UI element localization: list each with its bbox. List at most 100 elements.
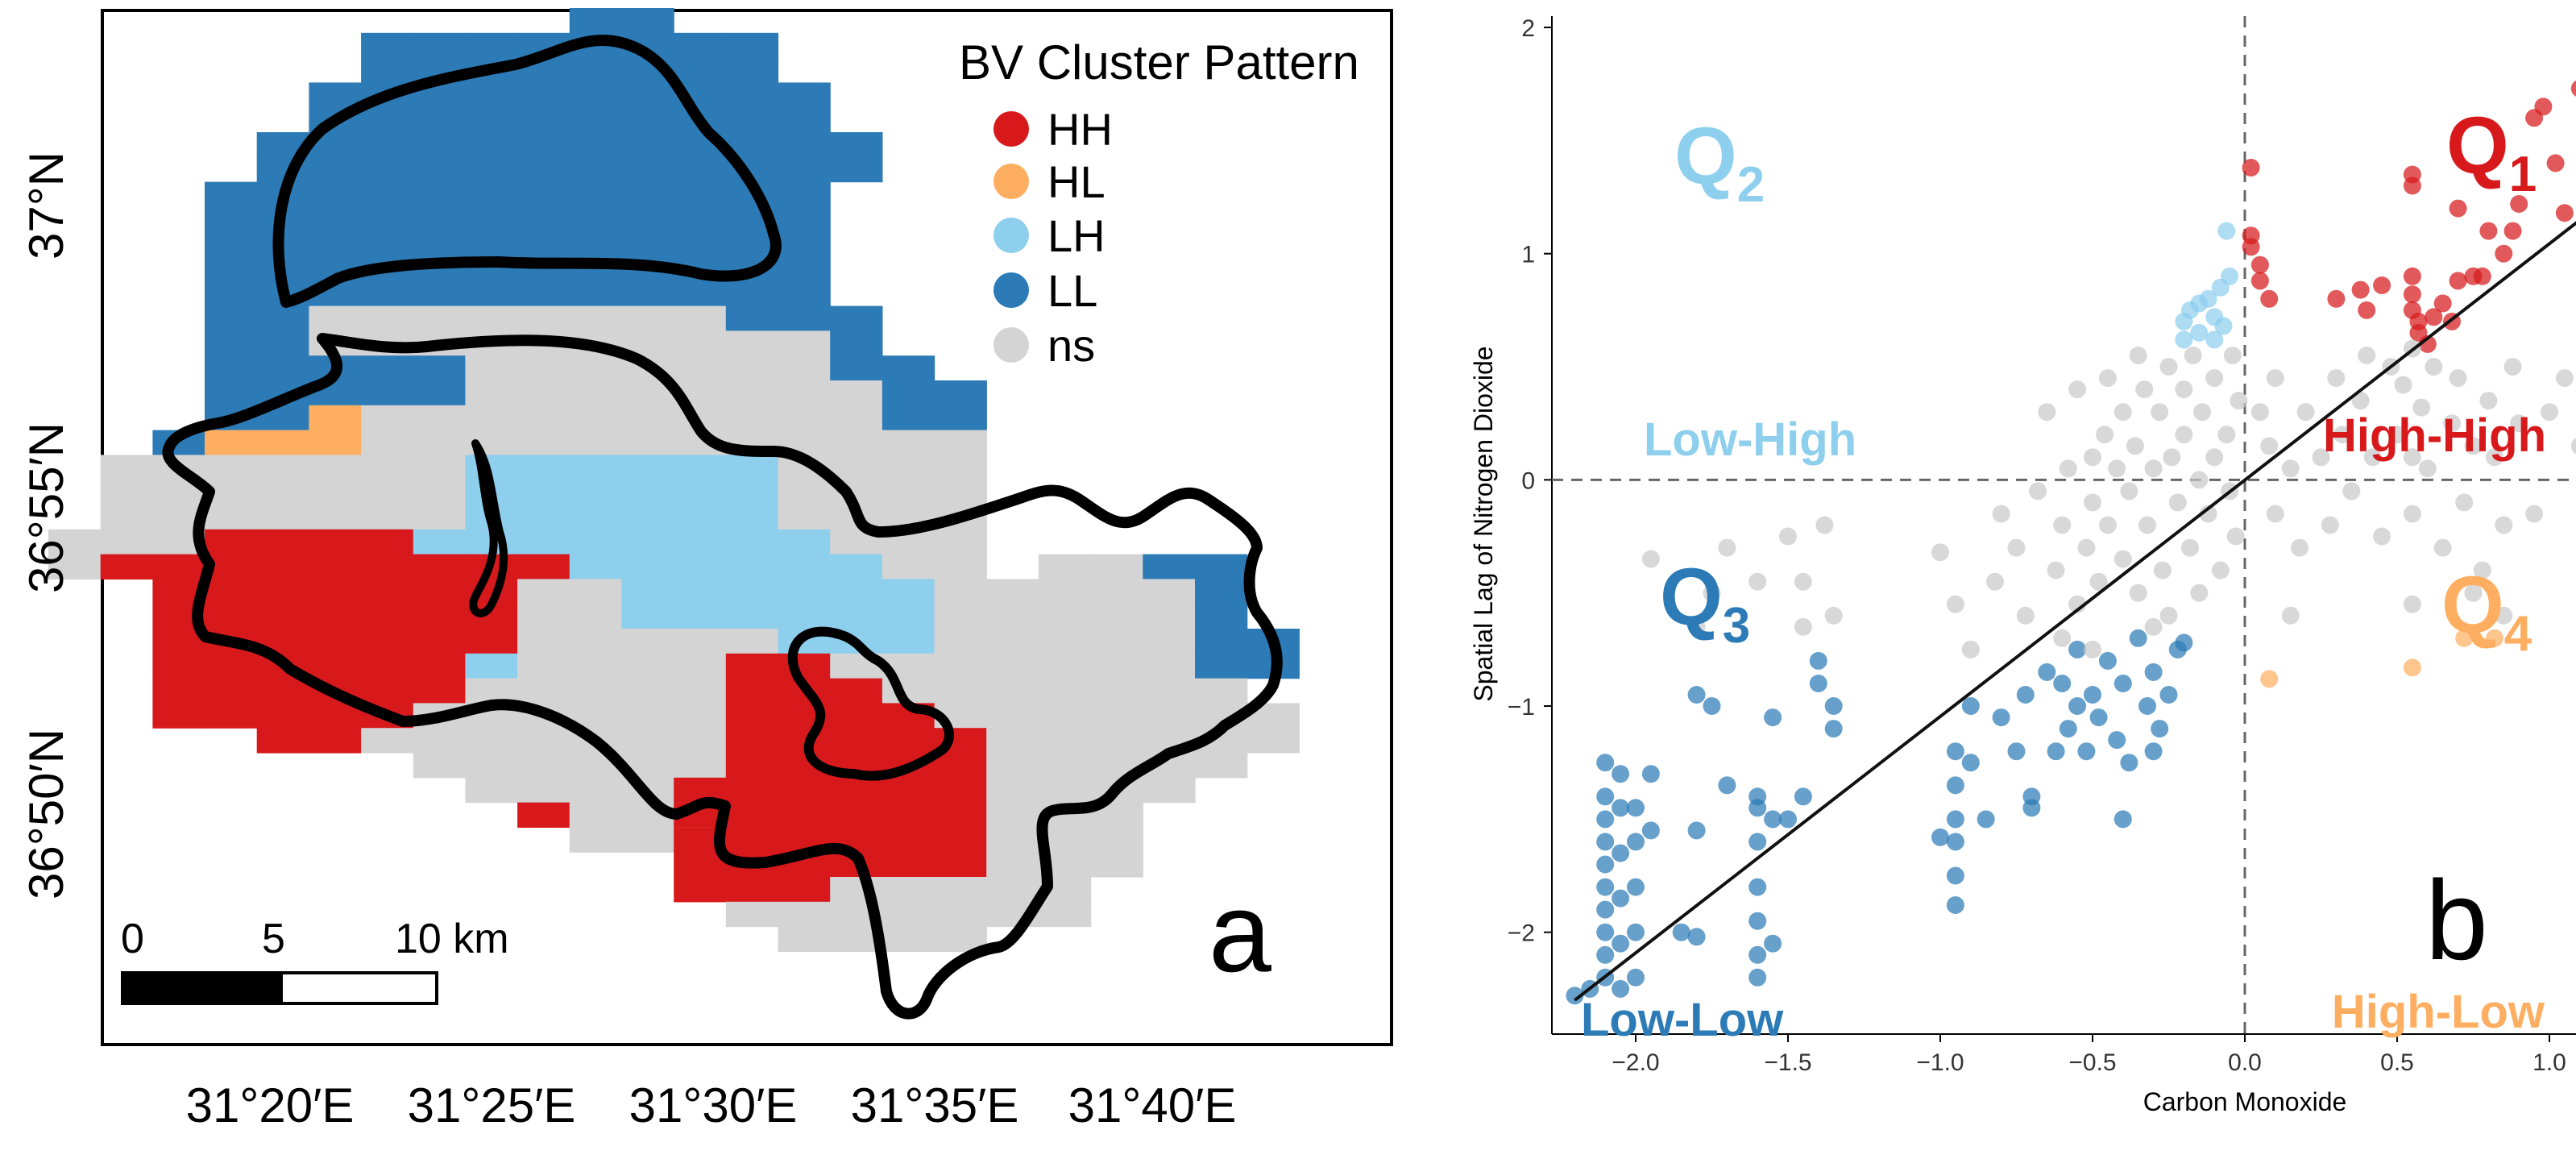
point-ns [2068, 380, 2087, 399]
map-cell-ns [517, 629, 570, 654]
map-cell-ll [517, 181, 570, 207]
point-ns [2007, 538, 2026, 557]
map-cell-ns [517, 604, 570, 629]
point-ll [2144, 663, 2163, 681]
map-cell-hh [256, 529, 309, 555]
map-cell-hh [309, 653, 362, 679]
map-cell-ns [1038, 777, 1092, 804]
point-ll [2007, 742, 2026, 761]
point-ll [1946, 742, 1964, 761]
map-cell-ns [621, 827, 674, 853]
map-cell-ns [674, 355, 727, 381]
point-ll [2059, 720, 2077, 738]
map-cell-ll [830, 330, 883, 356]
point-ns [2260, 437, 2279, 455]
point-ll [2144, 742, 2163, 761]
map-cell-ll [361, 156, 414, 183]
point-hh [2479, 222, 2498, 240]
map-cell-lh [621, 554, 674, 580]
map-cell-ns [361, 480, 414, 505]
map-cell-lh [725, 455, 779, 480]
lake-outline [469, 439, 508, 617]
point-ns [2373, 527, 2391, 546]
legend-title: BV Cluster Pattern [959, 35, 1359, 89]
map-cell-ns [517, 405, 570, 431]
map-cell-hh [830, 678, 883, 704]
map-cell-lh [569, 505, 623, 530]
map-cell-hh [881, 728, 935, 754]
point-ll [1748, 799, 1767, 817]
map-cell-ll [621, 132, 674, 158]
map-cell-ll [569, 132, 623, 158]
point-ll [1961, 697, 1980, 715]
point-ns [2113, 403, 2132, 422]
panel-a-label: a [1209, 869, 1271, 995]
map-cell-ll [778, 206, 831, 232]
map-cell-ll [569, 57, 623, 83]
point-ll [1596, 754, 1615, 772]
map-cell-ll [361, 206, 414, 232]
map-cell-ll [517, 107, 570, 133]
x-tick-label: −1.0 [1916, 1049, 1964, 1076]
map-cell-hh [361, 678, 414, 704]
map-cell-ns [621, 405, 674, 431]
map-cell-lh [830, 554, 883, 580]
y-tick-label: −2 [1508, 920, 1535, 947]
map-cell-lh [778, 529, 831, 555]
map-cell-ns [778, 901, 831, 928]
point-ns [2077, 538, 2096, 557]
x-tick-label: −2.0 [1612, 1049, 1659, 1076]
map-cell-ns [361, 455, 414, 480]
map-cell-ll [361, 107, 414, 133]
point-ll [1946, 896, 1964, 914]
map-cell-hh [152, 554, 205, 580]
legend-label-ns: ns [1047, 320, 1095, 371]
point-hh [2449, 272, 2467, 290]
map-cell-ll [517, 132, 570, 158]
map-cell-ns [881, 480, 935, 505]
map-cell-ns [256, 480, 309, 505]
point-ns [2486, 448, 2503, 467]
q4-label: Q4 [2441, 560, 2532, 662]
map-cell-ns [986, 877, 1039, 903]
point-ll [1596, 900, 1615, 919]
map-cell-hh [725, 678, 779, 704]
map-cell-ll [465, 82, 518, 108]
map-cell-ns [309, 305, 362, 331]
map-cell-ll [517, 156, 570, 183]
study-area-inner-outline [787, 626, 954, 781]
map-cell-hh [309, 529, 362, 555]
map-cell-ns [569, 405, 623, 431]
map-cell-lh [621, 529, 674, 555]
map-cell-ll [569, 181, 623, 207]
map-cell-ll [465, 32, 518, 59]
map-cell-ll [205, 231, 258, 257]
point-ll [2084, 686, 2101, 704]
map-cell-hh [256, 678, 309, 704]
map-cell-ns [830, 380, 883, 406]
map-cell-hh [309, 579, 362, 604]
map-cell-ll [413, 280, 467, 307]
x-tick-label: 0.0 [2228, 1049, 2262, 1076]
point-ns [2555, 369, 2574, 388]
point-ll [2016, 686, 2035, 704]
map-cell-ll [830, 355, 883, 381]
map-cell-hh [309, 629, 362, 654]
point-hh [2260, 289, 2279, 308]
map-cell-hh [256, 554, 309, 580]
map-cell-lh [881, 604, 935, 629]
map-cell-lh [413, 529, 467, 555]
point-hh [2510, 195, 2528, 213]
point-ns [2129, 347, 2147, 364]
point-ll [1612, 799, 1630, 817]
map-cell-lh [621, 480, 674, 505]
map-cell-ns [1143, 604, 1196, 629]
map-cell-lh [621, 604, 674, 629]
map-cell-ns [1038, 678, 1092, 704]
map-cell-ns [413, 305, 467, 331]
point-ns [2321, 516, 2339, 534]
map-cell-ns [621, 703, 674, 729]
map-cell-ll [309, 181, 362, 207]
map-cell-hh [725, 802, 779, 828]
